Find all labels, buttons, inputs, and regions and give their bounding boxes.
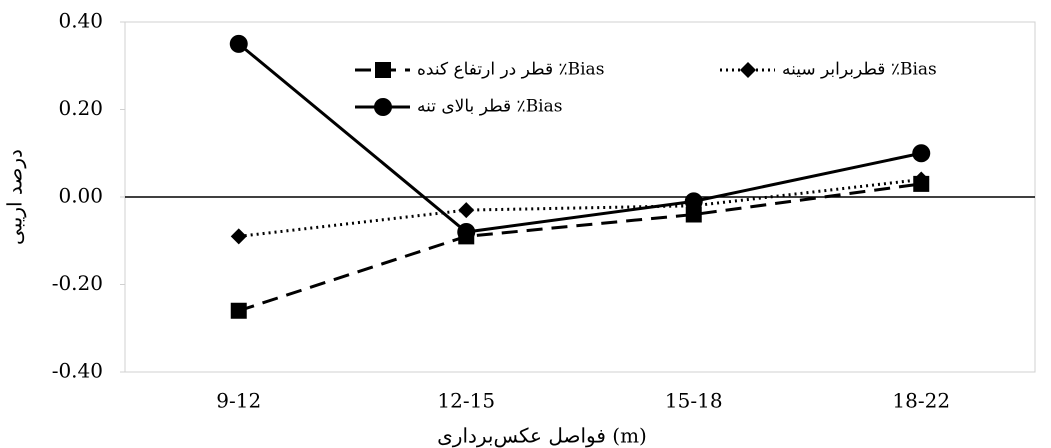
legend-label: قطر بالای تنه ٪Bias [417,97,562,117]
data-point [457,223,476,241]
series-line [238,178,922,238]
legend-label: قطربرابر سینه ٪Bias [782,60,937,80]
series-line [238,182,922,313]
data-point [913,171,930,188]
legend-marker [374,98,392,116]
legend-marker [375,62,391,78]
x-tick-label: 9-12 [216,389,261,413]
x-tick-label: 15-18 [665,389,723,413]
data-point [230,228,247,245]
data-point [685,206,702,223]
y-tick-label: 0.40 [58,9,103,33]
y-tick-label: 0.20 [58,96,103,120]
legend-marker [740,62,756,78]
x-tick-label: 18-22 [892,389,950,413]
x-tick-label: 12-15 [437,389,495,413]
data-point [230,302,247,319]
legend-label: قطر در ارتفاع کنده ٪Bias [417,60,604,80]
y-tick-label: -0.40 [52,359,103,383]
series-line [237,42,922,234]
data-point [458,202,475,219]
data-point [912,144,931,163]
data-point [684,192,703,211]
y-axis-title: درصد اریبی [3,149,27,245]
data-point [229,34,248,53]
y-tick-label: 0.00 [58,184,103,208]
y-tick-label: -0.20 [52,271,103,295]
x-axis-title: فواصل عکس‌برداری (m) [437,424,647,448]
